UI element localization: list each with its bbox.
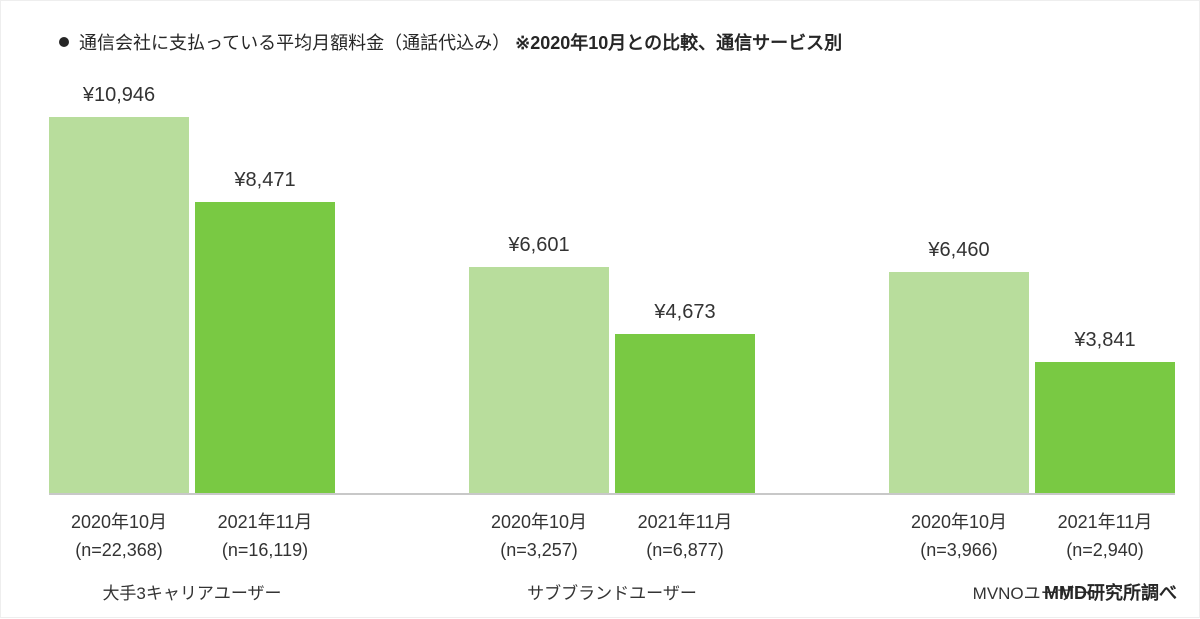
axis-pair: 2020年10月(n=22,368)2021年11月(n=16,119)	[49, 509, 335, 565]
chart-title-row: 通信会社に支払っている平均月額料金（通話代込み） ※2020年10月との比較、通…	[19, 29, 1181, 55]
bar-value-label: ¥6,460	[928, 239, 989, 262]
bar	[1035, 362, 1175, 495]
bar-wrap: ¥4,673	[615, 301, 755, 495]
bar-group: ¥6,460 ¥3,841	[889, 84, 1175, 495]
chart-axis-labels: 2020年10月(n=22,368)2021年11月(n=16,119)大手3キ…	[19, 509, 1181, 619]
chart-title: 通信会社に支払っている平均月額料金（通話代込み） ※2020年10月との比較、通…	[79, 29, 842, 55]
bar-value-label: ¥4,673	[654, 301, 715, 324]
axis-n-label: (n=3,257)	[500, 537, 578, 565]
bar	[615, 334, 755, 495]
chart-title-bold: ※2020年10月との比較、通信サービス別	[515, 33, 842, 53]
bar	[889, 272, 1029, 495]
bar	[49, 117, 189, 495]
bar-wrap: ¥10,946	[49, 84, 189, 495]
axis-period-label: 2021年11月	[638, 509, 733, 537]
axis-period-label: 2020年10月	[71, 509, 167, 537]
bar-value-label: ¥8,471	[234, 169, 295, 192]
bar-wrap: ¥3,841	[1035, 329, 1175, 495]
chart-source: MMD研究所調べ	[1044, 579, 1177, 605]
bar-value-label: ¥3,841	[1074, 329, 1135, 352]
axis-n-label: (n=3,966)	[920, 537, 998, 565]
axis-period-label: 2021年11月	[1058, 509, 1153, 537]
axis-period-label: 2020年10月	[491, 509, 587, 537]
bar-value-label: ¥6,601	[508, 234, 569, 257]
bar-value-label: ¥10,946	[83, 84, 155, 107]
axis-cell: 2021年11月(n=2,940)	[1035, 509, 1175, 565]
bar	[469, 267, 609, 495]
chart-plot-area: ¥10,946 ¥8,471 ¥6,601 ¥4,673 ¥6,460 ¥3,841	[19, 65, 1181, 495]
chart-page: 通信会社に支払っている平均月額料金（通話代込み） ※2020年10月との比較、通…	[0, 0, 1200, 618]
category-label: サブブランドユーザー	[527, 579, 697, 604]
bar-wrap: ¥6,460	[889, 239, 1029, 495]
axis-cell: 2020年10月(n=22,368)	[49, 509, 189, 565]
bar	[195, 202, 335, 495]
axis-cell: 2020年10月(n=3,966)	[889, 509, 1029, 565]
bar-group: ¥10,946 ¥8,471	[49, 84, 335, 495]
axis-cell: 2021年11月(n=16,119)	[195, 509, 335, 565]
axis-group: 2020年10月(n=3,257)2021年11月(n=6,877)サブブランド…	[469, 509, 755, 604]
category-label: 大手3キャリアユーザー	[102, 579, 281, 604]
axis-pair: 2020年10月(n=3,257)2021年11月(n=6,877)	[469, 509, 755, 565]
bullet-icon	[59, 37, 69, 47]
axis-n-label: (n=22,368)	[75, 537, 163, 565]
chart-title-prefix: 通信会社に支払っている平均月額料金（通話代込み）	[79, 33, 510, 53]
axis-cell: 2021年11月(n=6,877)	[615, 509, 755, 565]
axis-cell: 2020年10月(n=3,257)	[469, 509, 609, 565]
bar-wrap: ¥8,471	[195, 169, 335, 495]
axis-pair: 2020年10月(n=3,966)2021年11月(n=2,940)	[889, 509, 1175, 565]
axis-group: 2020年10月(n=22,368)2021年11月(n=16,119)大手3キ…	[49, 509, 335, 604]
chart-baseline	[49, 493, 1175, 495]
bar-group: ¥6,601 ¥4,673	[469, 84, 755, 495]
bar-wrap: ¥6,601	[469, 234, 609, 495]
axis-period-label: 2020年10月	[911, 509, 1007, 537]
axis-period-label: 2021年11月	[218, 509, 313, 537]
axis-n-label: (n=16,119)	[222, 537, 308, 565]
axis-n-label: (n=6,877)	[646, 537, 724, 565]
axis-n-label: (n=2,940)	[1066, 537, 1144, 565]
